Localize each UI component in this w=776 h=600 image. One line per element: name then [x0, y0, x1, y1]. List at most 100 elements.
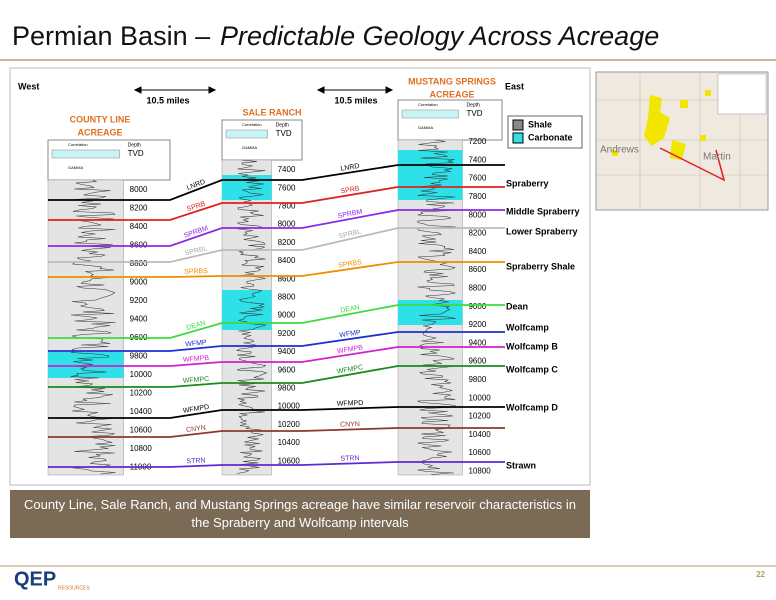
- formation-label: Wolfcamp D: [506, 402, 558, 412]
- correlation-label: LNRD: [340, 163, 360, 173]
- depth-label: 9800: [278, 384, 296, 393]
- correlation-line: [48, 461, 505, 468]
- correlation-line: [48, 209, 505, 247]
- correlation-label: WFMPD: [182, 404, 209, 415]
- depth-label: 9800: [130, 352, 148, 361]
- legend: Shale Carbonate: [507, 115, 583, 149]
- correlation-line: [48, 164, 505, 201]
- depth-label: 8800: [278, 293, 296, 302]
- formation-label: Spraberry Shale: [506, 261, 575, 271]
- logo: QEP: [14, 568, 56, 590]
- depth-label: 8200: [468, 229, 486, 238]
- depth-label: 10200: [130, 389, 153, 398]
- distance: 10.5 miles: [146, 95, 189, 105]
- correlation-line: [48, 406, 505, 419]
- header-text: Depth: [466, 102, 480, 108]
- depth-label: 9400: [468, 338, 486, 347]
- distance-arrows: [133, 86, 394, 94]
- depth-label: 8000: [130, 185, 148, 194]
- depth-label: 9600: [278, 365, 296, 374]
- header-text: GAMMA: [418, 125, 433, 130]
- depth-label: 8400: [468, 247, 486, 256]
- header-bar: [51, 149, 120, 159]
- caption: County Line, Sale Ranch, and Mustang Spr…: [10, 490, 590, 538]
- depth-label: 10400: [278, 438, 301, 447]
- correlation-label: SPRB: [340, 185, 360, 195]
- gamma-curve: [70, 179, 116, 475]
- depth-label: 8000: [468, 210, 486, 219]
- depth-label: 10400: [130, 407, 153, 416]
- correlation-label: WFMPB: [337, 344, 364, 355]
- correlation-label: SPRBS: [184, 268, 208, 275]
- map: Andrews Martin: [595, 71, 769, 211]
- depth-label: 7800: [468, 192, 486, 201]
- log-track: [47, 179, 124, 476]
- formation-label: Wolfcamp C: [506, 364, 558, 374]
- correlation-line: [48, 304, 505, 339]
- correlation-line: [48, 186, 505, 221]
- correlation-line: [48, 227, 505, 263]
- header-text: TVD: [128, 149, 144, 158]
- depth-label: 10600: [468, 448, 491, 457]
- title-italic: Predictable Geology Across Acreage: [220, 21, 659, 51]
- page-number: 22: [756, 570, 765, 579]
- well-name: ACREAGE: [429, 89, 474, 99]
- depth-label: 9200: [278, 329, 296, 338]
- depth-label: 8200: [278, 238, 296, 247]
- east-label: East: [505, 81, 524, 91]
- formation-label: Lower Spraberry: [506, 226, 578, 236]
- depth-label: 10800: [130, 444, 153, 453]
- correlation-line: [48, 365, 505, 388]
- depth-label: 8800: [468, 284, 486, 293]
- correlation-label: STRN: [340, 455, 359, 463]
- header-text: Correlation: [68, 142, 88, 147]
- header-text: Correlation: [418, 102, 438, 107]
- depth-label: 10600: [130, 426, 153, 435]
- depth-label: 9400: [278, 347, 296, 356]
- west-label: West: [18, 81, 39, 91]
- correlation-line: [48, 346, 505, 367]
- log-header: [47, 139, 171, 181]
- gamma-curve: [417, 139, 457, 475]
- depth-label: 7600: [278, 183, 296, 192]
- well-name: SALE RANCH: [242, 107, 301, 117]
- log-header: [397, 99, 503, 141]
- legend-label: Shale: [528, 119, 552, 129]
- map-label: Andrews: [600, 145, 639, 156]
- depth-label: 9000: [130, 278, 148, 287]
- correlation-line: [48, 261, 505, 278]
- depth-label: 9200: [468, 320, 486, 329]
- depth-label: 10600: [278, 456, 301, 465]
- header-text: Correlation: [242, 122, 262, 127]
- depth-label: 10000: [278, 402, 301, 411]
- correlation-label: WFMP: [339, 329, 361, 339]
- depth-label: 7600: [468, 174, 486, 183]
- depth-label: 7400: [468, 155, 486, 164]
- correlation-label: WFMPC: [336, 364, 363, 375]
- gamma-curve: [235, 159, 268, 474]
- depth-label: 8600: [278, 274, 296, 283]
- correlation-line: [48, 427, 505, 438]
- well-name: ACREAGE: [77, 127, 122, 137]
- formation-label: Wolfcamp B: [506, 341, 558, 351]
- depth-label: 9000: [468, 302, 486, 311]
- correlation-label: WFMPD: [337, 400, 364, 408]
- correlation-label: WFMP: [185, 339, 207, 348]
- depth-label: 10000: [468, 393, 491, 402]
- header-text: TVD: [466, 109, 482, 118]
- formation-label: Wolfcamp: [506, 322, 549, 332]
- header-text: TVD: [276, 129, 292, 138]
- depth-label: 8400: [278, 256, 296, 265]
- depth-label: 10800: [468, 467, 491, 476]
- header-bar: [401, 109, 459, 119]
- carbonate-band: [398, 300, 463, 325]
- depth-label: 9800: [468, 375, 486, 384]
- depth-label: 8600: [468, 265, 486, 274]
- depth-label: 8400: [130, 222, 148, 231]
- formation-label: Strawn: [506, 460, 536, 470]
- header-bar: [225, 129, 268, 139]
- title-regular: Permian Basin –: [12, 21, 210, 51]
- correlation-label: DEAN: [340, 304, 360, 314]
- formation-label: Dean: [506, 301, 528, 311]
